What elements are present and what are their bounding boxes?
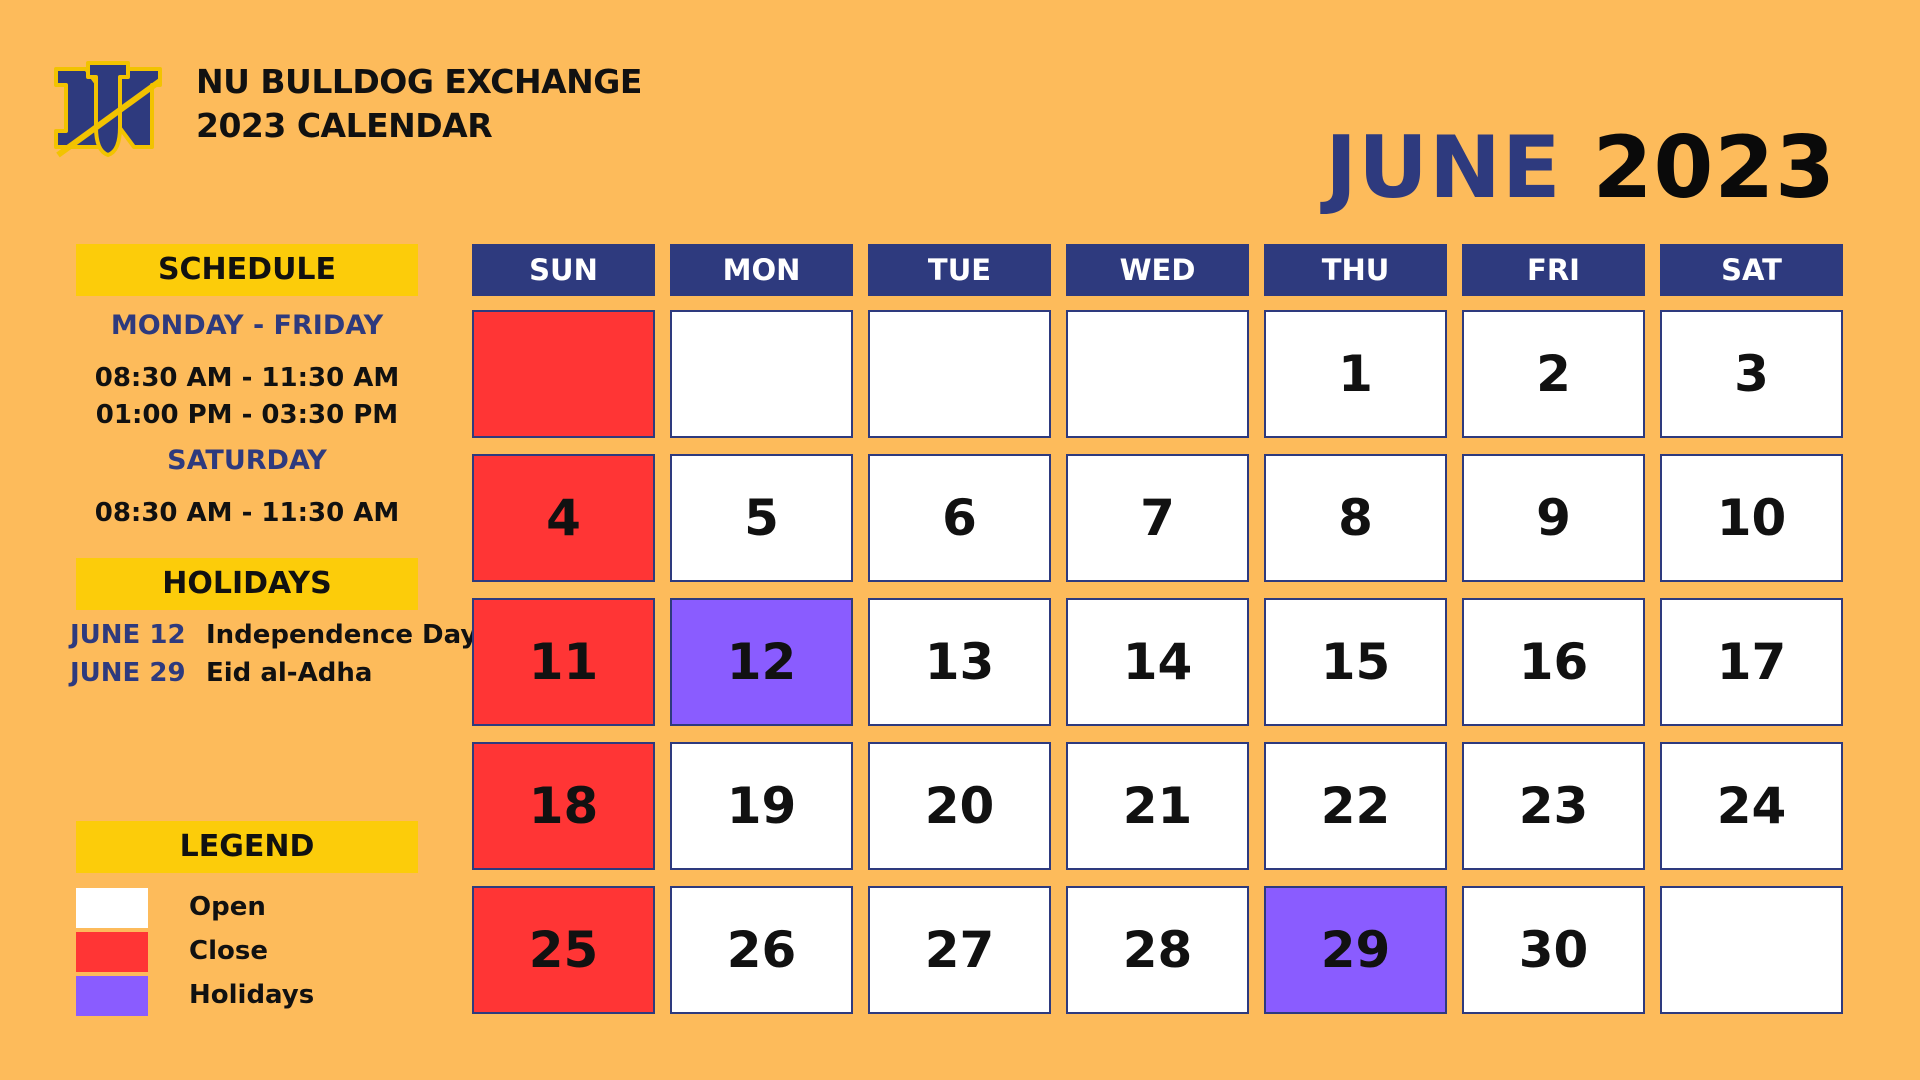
calendar-day-5: 5 — [670, 454, 853, 582]
calendar-day-20: 20 — [868, 742, 1051, 870]
calendar-day-1: 1 — [1264, 310, 1447, 438]
holiday-name: Independence Day — [206, 620, 478, 650]
month-label: JUNE — [1325, 118, 1562, 218]
weekday-time-2: 01:00 PM - 03:30 PM — [95, 400, 399, 430]
legend-heading: LEGEND — [76, 821, 418, 873]
holidays-heading: HOLIDAYS — [76, 558, 418, 610]
calendar-empty-cell — [868, 310, 1051, 438]
schedule-heading: SCHEDULE — [76, 244, 418, 296]
holiday-item: JUNE 12 Independence Day — [70, 620, 477, 650]
calendar-day-29: 29 — [1264, 886, 1447, 1014]
holiday-date: JUNE 12 — [70, 620, 186, 650]
calendar-day-14: 14 — [1066, 598, 1249, 726]
calendar-day-6: 6 — [868, 454, 1051, 582]
calendar-day-26: 26 — [670, 886, 853, 1014]
organization-title: NU BULLDOG EXCHANGE 2023 CALENDAR — [196, 60, 642, 148]
year-label: 2023 — [1592, 118, 1836, 218]
legend-label: Holidays — [189, 980, 315, 1010]
calendar-day-3: 3 — [1660, 310, 1843, 438]
calendar-day-11: 11 — [472, 598, 655, 726]
calendar-day-22: 22 — [1264, 742, 1447, 870]
calendar-day-15: 15 — [1264, 598, 1447, 726]
calendar-day-2: 2 — [1462, 310, 1645, 438]
legend-item-holidays: Holidays — [76, 976, 396, 1016]
calendar-day-4: 4 — [472, 454, 655, 582]
saturday-label: SATURDAY — [167, 445, 327, 476]
day-header-sun: SUN — [472, 244, 655, 296]
calendar-day-18: 18 — [472, 742, 655, 870]
calendar-day-16: 16 — [1462, 598, 1645, 726]
calendar-day-24: 24 — [1660, 742, 1843, 870]
month-year-title: JUNE 2023 — [1325, 118, 1836, 218]
legend-label: Close — [189, 936, 268, 966]
holiday-swatch — [76, 976, 148, 1016]
day-header-tue: TUE — [868, 244, 1051, 296]
close-swatch — [76, 932, 148, 972]
nu-logo-icon — [54, 61, 162, 158]
calendar-day-7: 7 — [1066, 454, 1249, 582]
organization-name: NU BULLDOG EXCHANGE — [196, 62, 642, 101]
calendar-day-30: 30 — [1462, 886, 1645, 1014]
day-header-thu: THU — [1264, 244, 1447, 296]
calendar-day-12: 12 — [670, 598, 853, 726]
calendar-subtitle: 2023 CALENDAR — [196, 106, 493, 145]
legend-item-open: Open — [76, 888, 396, 928]
calendar-day-27: 27 — [868, 886, 1051, 1014]
day-header-mon: MON — [670, 244, 853, 296]
weekday-label: MONDAY - FRIDAY — [110, 310, 384, 341]
day-header-sat: SAT — [1660, 244, 1843, 296]
open-swatch — [76, 888, 148, 928]
calendar-day-9: 9 — [1462, 454, 1645, 582]
calendar-day-28: 28 — [1066, 886, 1249, 1014]
weekday-time-1: 08:30 AM - 11:30 AM — [94, 363, 400, 393]
legend-label: Open — [189, 892, 266, 922]
calendar-day-10: 10 — [1660, 454, 1843, 582]
calendar-day-17: 17 — [1660, 598, 1843, 726]
legend-item-close: Close — [76, 932, 396, 972]
calendar-day-25: 25 — [472, 886, 655, 1014]
calendar-empty-cell — [1660, 886, 1843, 1014]
saturday-time-1: 08:30 AM - 11:30 AM — [94, 498, 400, 528]
calendar-empty-cell — [472, 310, 655, 438]
holiday-name: Eid al-Adha — [206, 658, 373, 688]
holiday-date: JUNE 29 — [70, 658, 186, 688]
calendar-day-23: 23 — [1462, 742, 1645, 870]
calendar-empty-cell — [1066, 310, 1249, 438]
calendar-day-21: 21 — [1066, 742, 1249, 870]
calendar-empty-cell — [670, 310, 853, 438]
calendar-day-19: 19 — [670, 742, 853, 870]
holiday-item: JUNE 29 Eid al-Adha — [70, 658, 372, 688]
calendar-day-13: 13 — [868, 598, 1051, 726]
calendar-day-8: 8 — [1264, 454, 1447, 582]
day-header-fri: FRI — [1462, 244, 1645, 296]
day-header-wed: WED — [1066, 244, 1249, 296]
